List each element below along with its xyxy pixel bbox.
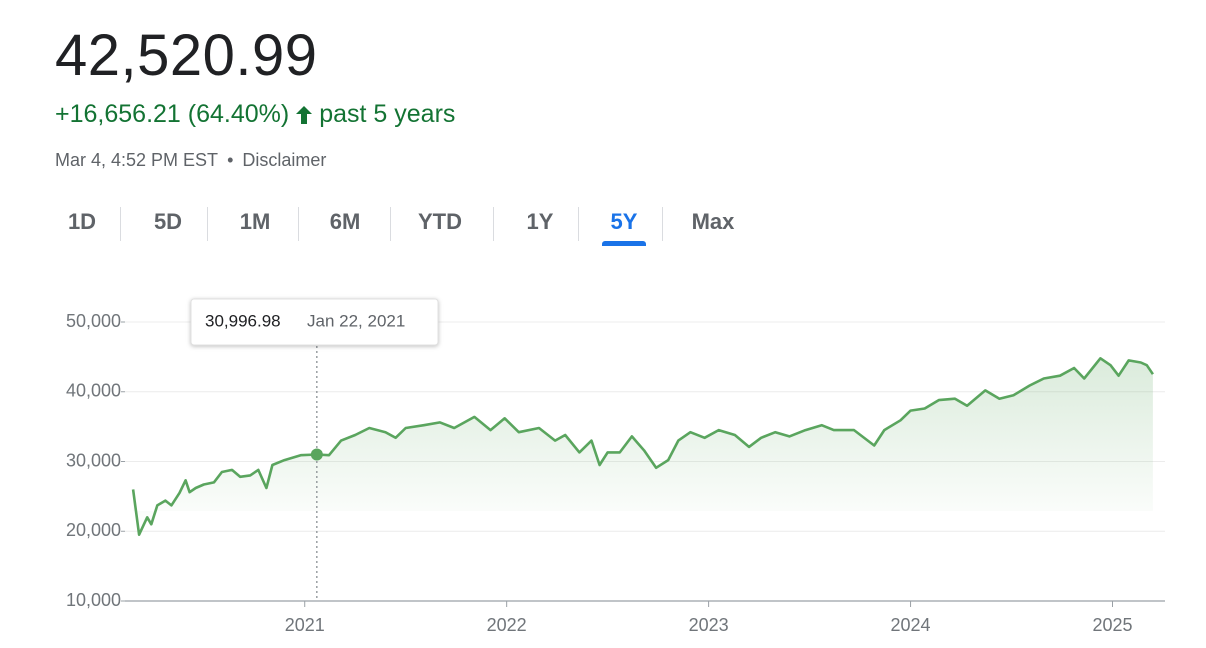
range-tab[interactable]: 5D xyxy=(153,209,183,234)
price-line xyxy=(131,357,1154,536)
tooltip-box xyxy=(190,298,439,346)
y-tick-label: 20,000 xyxy=(66,520,121,540)
tab-separator xyxy=(207,207,208,241)
tab-separator xyxy=(298,207,299,241)
change-row: +16,656.21 (64.40%) past 5 years xyxy=(55,100,455,129)
selected-indicator xyxy=(602,241,646,246)
x-tick-label: 2021 xyxy=(285,615,325,635)
hover-point xyxy=(310,448,323,461)
price: 42,520.99 xyxy=(55,23,318,88)
range-tab[interactable]: 5Y xyxy=(610,209,638,234)
y-tick-label: 30,000 xyxy=(66,450,121,470)
tooltip-value: 30,996.98 xyxy=(205,311,281,330)
range-tabs: 1D 5D 1M 6M YTD 1Y 5Y Max xyxy=(0,205,800,255)
disclaimer[interactable]: Disclaimer xyxy=(242,150,327,170)
x-tick-label: 2024 xyxy=(891,615,931,635)
tab-separator xyxy=(578,207,579,241)
range-tab[interactable]: 1Y xyxy=(526,209,554,234)
x-tick-label: 2022 xyxy=(487,615,527,635)
separator: • xyxy=(227,150,234,170)
y-tick-label: 10,000 xyxy=(66,590,121,610)
up-arrow xyxy=(296,105,313,124)
range-tab[interactable]: YTD xyxy=(418,209,462,234)
tab-separator xyxy=(662,207,663,241)
x-tick-label: 2025 xyxy=(1092,615,1132,635)
x-tick-label: 2023 xyxy=(689,615,729,635)
y-tick-label: 40,000 xyxy=(66,381,121,401)
tooltip-date: Jan 22, 2021 xyxy=(307,311,405,330)
range-tab[interactable]: 1D xyxy=(67,209,97,234)
area-fill xyxy=(133,358,1153,535)
tab-separator xyxy=(493,207,494,241)
change: +16,656.21 (64.40%) xyxy=(55,100,290,128)
range-tab[interactable]: 1M xyxy=(239,209,271,234)
tab-separator xyxy=(390,207,391,241)
range-tab[interactable]: Max xyxy=(691,209,735,234)
y-tick-label: 50,000 xyxy=(66,311,121,331)
period: past 5 years xyxy=(319,100,456,128)
timestamp-row: Mar 4, 4:52 PM EST • Disclaimer xyxy=(55,150,330,171)
timestamp: Mar 4, 4:52 PM EST xyxy=(55,150,219,170)
range-tab[interactable]: 6M xyxy=(329,209,361,234)
tab-separator xyxy=(120,207,121,241)
